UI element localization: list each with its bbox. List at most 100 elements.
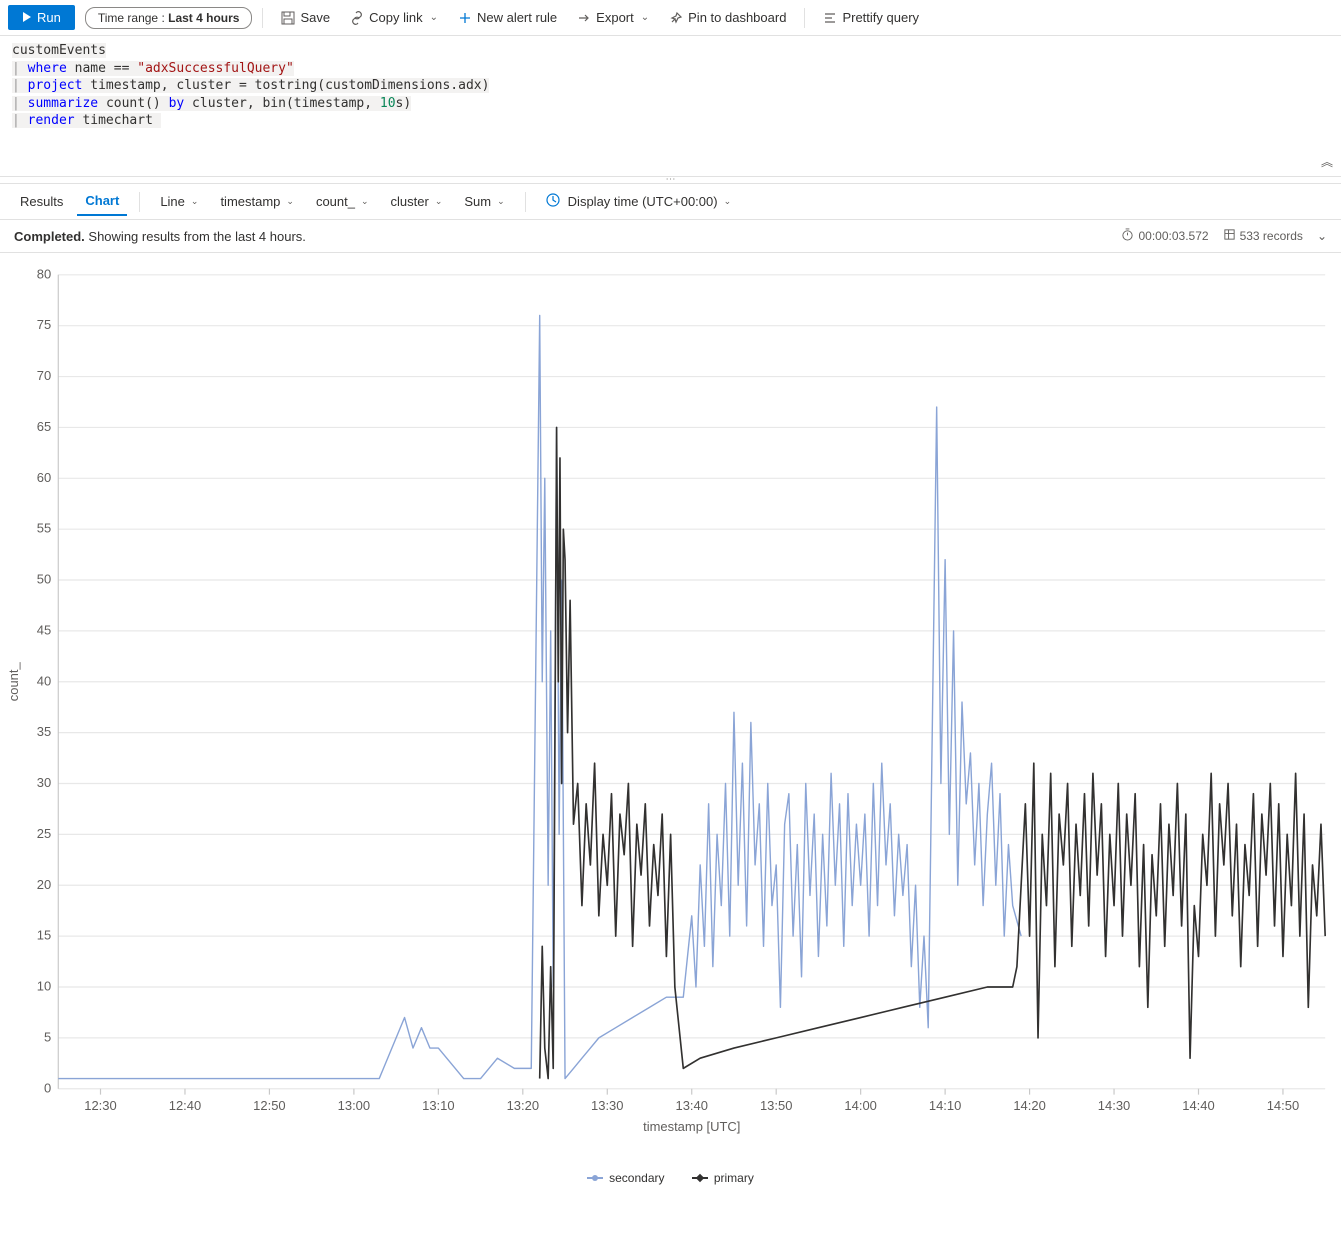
- svg-text:14:40: 14:40: [1182, 1098, 1214, 1113]
- divider: [525, 192, 526, 212]
- svg-text:50: 50: [37, 572, 51, 587]
- splitter-handle[interactable]: ⋯: [0, 176, 1341, 184]
- y-field-label: count_: [316, 194, 355, 209]
- svg-text:14:00: 14:00: [844, 1098, 876, 1113]
- legend-item-primary[interactable]: primary: [692, 1171, 754, 1185]
- svg-text:13:10: 13:10: [422, 1098, 454, 1113]
- y-field-dropdown[interactable]: count_ ⌄: [308, 191, 377, 212]
- chevron-down-icon: ⌄: [430, 12, 438, 23]
- clock-icon: [546, 193, 560, 210]
- copy-link-button[interactable]: Copy link ⌄: [342, 6, 446, 29]
- svg-text:13:40: 13:40: [675, 1098, 707, 1113]
- svg-text:65: 65: [37, 419, 51, 434]
- prettify-label: Prettify query: [842, 10, 919, 25]
- svg-text:10: 10: [37, 979, 51, 994]
- x-field-dropdown[interactable]: timestamp ⌄: [212, 191, 302, 212]
- divider: [139, 192, 140, 212]
- svg-text:13:30: 13:30: [591, 1098, 623, 1113]
- prettify-icon: [823, 11, 837, 25]
- query-line: | render timechart: [12, 112, 1329, 130]
- chevron-down-icon: ⌄: [361, 196, 369, 207]
- query-line: | project timestamp, cluster = tostring(…: [12, 77, 1329, 95]
- split-label: cluster: [391, 194, 429, 209]
- records-icon: [1223, 228, 1236, 244]
- chevron-down-icon: ⌄: [724, 196, 732, 207]
- records-value: 533 records: [1240, 229, 1303, 243]
- new-alert-label: New alert rule: [477, 10, 557, 25]
- chart-container: 0510152025303540455055606570758012:3012:…: [0, 253, 1341, 1197]
- run-label: Run: [37, 10, 61, 25]
- pin-button[interactable]: Pin to dashboard: [661, 6, 794, 29]
- svg-text:25: 25: [37, 826, 51, 841]
- split-dropdown[interactable]: cluster ⌄: [383, 191, 451, 212]
- svg-text:20: 20: [37, 877, 51, 892]
- svg-text:13:50: 13:50: [760, 1098, 792, 1113]
- status-completed: Completed.: [14, 229, 85, 244]
- agg-label: Sum: [464, 194, 491, 209]
- status-message: Showing results from the last 4 hours.: [85, 229, 306, 244]
- time-range-value: Last 4 hours: [168, 11, 239, 25]
- new-alert-button[interactable]: New alert rule: [450, 6, 565, 29]
- legend-marker-icon: [587, 1177, 603, 1179]
- chevron-down-icon: ⌄: [191, 196, 199, 207]
- status-text: Completed. Showing results from the last…: [14, 229, 306, 244]
- svg-text:timestamp [UTC]: timestamp [UTC]: [643, 1119, 740, 1134]
- query-line: customEvents: [12, 42, 1329, 60]
- divider: [262, 8, 263, 28]
- prettify-button[interactable]: Prettify query: [815, 6, 927, 29]
- copy-link-label: Copy link: [369, 10, 422, 25]
- svg-text:75: 75: [37, 317, 51, 332]
- svg-text:13:00: 13:00: [338, 1098, 370, 1113]
- query-line: | where name == "adxSuccessfulQuery": [12, 60, 1329, 78]
- svg-text:60: 60: [37, 470, 51, 485]
- svg-text:5: 5: [44, 1029, 51, 1044]
- export-icon: [577, 11, 591, 25]
- status-bar: Completed. Showing results from the last…: [0, 220, 1341, 253]
- play-icon: [22, 10, 32, 25]
- tab-results[interactable]: Results: [12, 188, 71, 215]
- pin-icon: [669, 11, 683, 25]
- svg-text:35: 35: [37, 724, 51, 739]
- chevron-down-icon: ⌄: [641, 12, 649, 23]
- svg-text:15: 15: [37, 928, 51, 943]
- save-button[interactable]: Save: [273, 6, 338, 29]
- x-field-label: timestamp: [220, 194, 280, 209]
- time-range-selector[interactable]: Time range : Last 4 hours: [85, 7, 253, 29]
- export-label: Export: [596, 10, 634, 25]
- timechart[interactable]: 0510152025303540455055606570758012:3012:…: [4, 263, 1337, 1160]
- svg-text:12:50: 12:50: [253, 1098, 285, 1113]
- legend-label: primary: [714, 1171, 754, 1185]
- svg-text:14:30: 14:30: [1098, 1098, 1130, 1113]
- run-button[interactable]: Run: [8, 5, 75, 30]
- svg-text:14:10: 14:10: [929, 1098, 961, 1113]
- save-icon: [281, 11, 295, 25]
- svg-text:70: 70: [37, 368, 51, 383]
- chevron-down-icon: ⌄: [286, 196, 294, 207]
- svg-text:55: 55: [37, 521, 51, 536]
- svg-text:45: 45: [37, 622, 51, 637]
- legend-marker-icon: [692, 1177, 708, 1179]
- chart-type-label: Line: [160, 194, 185, 209]
- legend-label: secondary: [609, 1171, 664, 1185]
- collapse-icon[interactable]: ︽: [1321, 154, 1333, 170]
- display-time-dropdown[interactable]: Display time (UTC+00:00) ⌄: [538, 190, 739, 213]
- query-editor[interactable]: customEvents | where name == "adxSuccess…: [0, 36, 1341, 176]
- chevron-down-icon: ⌄: [497, 196, 505, 207]
- svg-text:40: 40: [37, 673, 51, 688]
- svg-text:12:40: 12:40: [169, 1098, 201, 1113]
- agg-dropdown[interactable]: Sum ⌄: [456, 191, 512, 212]
- legend-item-secondary[interactable]: secondary: [587, 1171, 664, 1185]
- svg-text:0: 0: [44, 1080, 51, 1095]
- record-count: 533 records: [1223, 228, 1303, 244]
- chart-legend: secondary primary: [4, 1160, 1337, 1193]
- tab-chart[interactable]: Chart: [77, 187, 127, 216]
- plus-icon: [458, 11, 472, 25]
- chart-type-dropdown[interactable]: Line ⌄: [152, 191, 206, 212]
- elapsed-value: 00:00:03.572: [1138, 229, 1208, 243]
- svg-text:30: 30: [37, 775, 51, 790]
- chevron-down-icon: ⌄: [435, 196, 443, 207]
- expand-icon[interactable]: ⌄: [1317, 229, 1327, 243]
- export-button[interactable]: Export ⌄: [569, 6, 657, 29]
- display-time-label: Display time (UTC+00:00): [568, 194, 718, 209]
- time-range-prefix: Time range :: [98, 11, 168, 25]
